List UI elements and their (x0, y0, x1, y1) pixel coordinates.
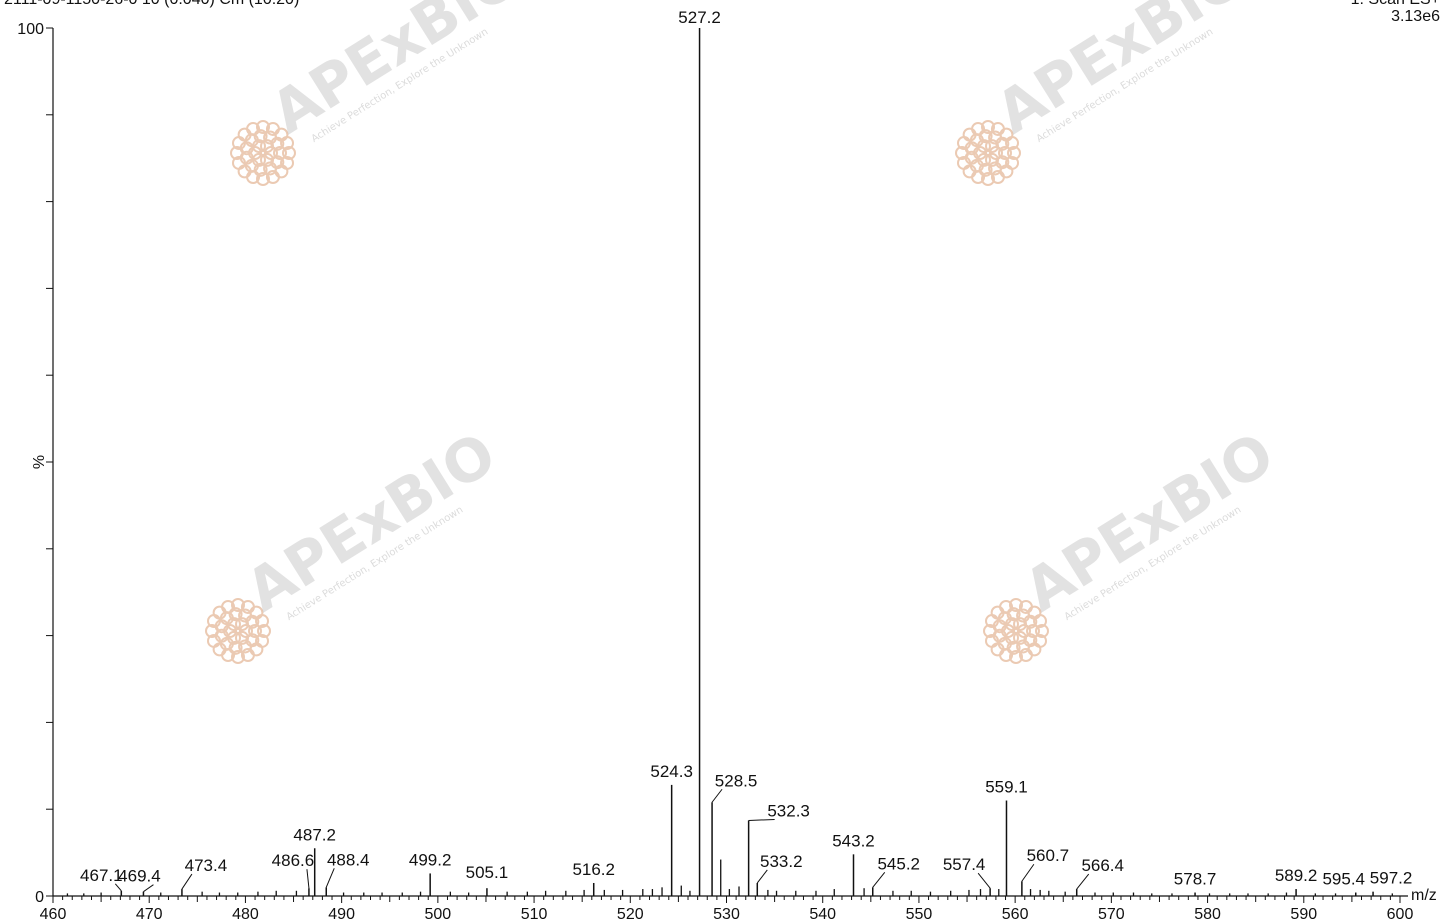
x-tick-label: 470 (136, 906, 163, 922)
peak-label: 469.4 (118, 867, 161, 886)
label-leader (1021, 863, 1035, 882)
base-intensity-label: 3.13e6 (1391, 8, 1440, 25)
y-tick-label: 0 (35, 889, 44, 906)
peak-label: 524.3 (650, 762, 693, 781)
flower-icon (205, 598, 271, 664)
peak-label: 533.2 (760, 852, 803, 871)
y-axis-label: % (31, 455, 48, 469)
flower-icon (230, 120, 296, 186)
x-tick-label: 550 (906, 906, 933, 922)
peak-label: 488.4 (327, 850, 370, 869)
label-leader (748, 818, 775, 821)
x-axis-label: m/z (1411, 887, 1437, 904)
y-tick-label: 100 (17, 21, 44, 38)
label-leader (306, 869, 310, 889)
sample-header: 2111-09-1150-26-0 10 (0.040) Cm (10:20) (4, 0, 299, 9)
watermark-logo: APExBIO Achieve Perfection, Explore the U… (228, 0, 532, 186)
peak-label: 527.2 (678, 8, 721, 27)
peak-label: 467.1 (80, 866, 123, 885)
label-leader (711, 788, 723, 803)
peak-label: 557.4 (943, 855, 986, 874)
peak-label: 528.5 (715, 771, 758, 790)
x-tick-label: 490 (328, 906, 355, 922)
peak-label: 589.2 (1275, 866, 1318, 885)
peak-label: 566.4 (1081, 856, 1124, 875)
x-tick-label: 590 (1290, 906, 1317, 922)
peak-label: 516.2 (572, 860, 615, 879)
peak-label: 543.2 (832, 831, 875, 850)
peak-label: 597.2 (1370, 869, 1413, 888)
label-leader (181, 873, 193, 890)
label-leader (977, 872, 991, 889)
x-tick-label: 560 (1002, 906, 1029, 922)
x-tick-label: 460 (40, 906, 67, 922)
x-tick-label: 570 (1098, 906, 1125, 922)
peak-label: 487.2 (293, 825, 336, 844)
watermark-logo: APExBIO Achieve Perfection, Explore the U… (203, 419, 507, 664)
label-leader (114, 883, 122, 892)
peak-label: 559.1 (985, 778, 1028, 797)
peak-label: 578.7 (1174, 870, 1217, 889)
label-leader (872, 872, 886, 888)
label-leader (756, 869, 768, 884)
peak-label: 505.1 (466, 863, 509, 882)
peak-label: 545.2 (877, 854, 920, 873)
label-leader (143, 884, 154, 893)
x-tick-label: 580 (1194, 906, 1221, 922)
peak-label: 595.4 (1322, 870, 1365, 889)
peak-label: 473.4 (185, 856, 228, 875)
label-leader (325, 868, 335, 888)
x-tick-label: 500 (425, 906, 452, 922)
flower-icon (983, 598, 1049, 664)
x-tick-label: 600 (1387, 906, 1414, 922)
peak-label: 499.2 (409, 850, 452, 869)
x-tick-label: 530 (713, 906, 740, 922)
peak-label: 532.3 (767, 801, 810, 820)
x-tick-label: 480 (232, 906, 259, 922)
peak-label: 560.7 (1027, 846, 1070, 865)
label-leader (1076, 873, 1090, 890)
x-tick-label: 510 (521, 906, 548, 922)
scan-mode-label: 1: Scan ES+ (1351, 0, 1440, 9)
peak-label: 486.6 (272, 851, 315, 870)
flower-icon (955, 120, 1021, 186)
watermark-logo: APExBIO Achieve Perfection, Explore the U… (953, 0, 1257, 186)
x-tick-label: 540 (809, 906, 836, 922)
x-tick-label: 520 (617, 906, 644, 922)
